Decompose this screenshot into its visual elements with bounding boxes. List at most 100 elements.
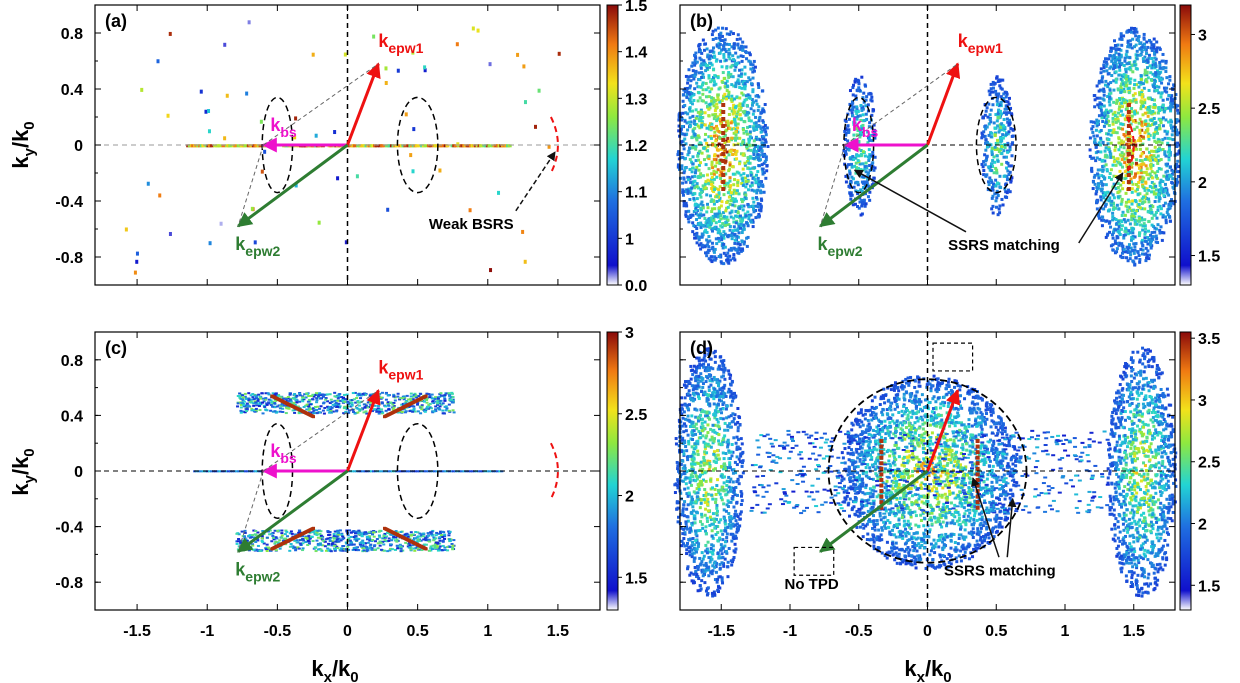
heatmap-cell: [274, 392, 278, 395]
heatmap-cell: [867, 158, 871, 162]
heatmap-cell: [763, 123, 767, 127]
heatmap-cell: [738, 214, 742, 218]
heatmap-cell: [1109, 177, 1113, 181]
heatmap-cell: [998, 174, 1002, 178]
heatmap-cell: [709, 219, 713, 223]
heatmap-cell: [317, 220, 321, 225]
heatmap-cell: [1166, 150, 1170, 154]
heatmap-cell: [721, 110, 726, 114]
heatmap-cell: [685, 95, 689, 99]
heatmap-cell: [243, 411, 247, 414]
heatmap-cell: [1146, 45, 1150, 49]
heatmap-cell: [1119, 163, 1123, 167]
heatmap-cell: [757, 212, 761, 216]
heatmap-cell: [682, 171, 686, 175]
heatmap-cell: [1112, 160, 1116, 164]
heatmap-cell: [868, 164, 872, 168]
heatmap-cell: [1134, 200, 1138, 204]
heatmap-cell: [746, 125, 750, 129]
heatmap-cell: [1134, 158, 1138, 162]
heatmap-cell: [1152, 154, 1156, 158]
heatmap-cell: [748, 125, 752, 129]
heatmap-cell: [1122, 73, 1126, 77]
heatmap-cell: [1005, 174, 1009, 178]
heatmap-cell: [342, 396, 346, 399]
heatmap-cell: [722, 94, 726, 98]
heatmap-cell: [732, 103, 736, 107]
heatmap-cell: [1137, 85, 1141, 89]
heatmap-cell: [857, 140, 861, 144]
heatmap-cell: [679, 129, 683, 133]
heatmap-cell: [722, 230, 726, 234]
heatmap-cell: [1151, 63, 1155, 67]
heatmap-cell: [764, 158, 768, 162]
heatmap-cell: [346, 144, 351, 148]
heatmap-cell: [1165, 86, 1169, 90]
heatmap-cell: [1154, 188, 1158, 192]
heatmap-cell: [765, 164, 769, 168]
heatmap-cell: [711, 96, 715, 100]
heatmap-cell: [703, 48, 707, 52]
heatmap-cell: [752, 189, 756, 193]
heatmap-cell: [1147, 88, 1151, 92]
heatmap-cell: [1151, 60, 1155, 64]
heatmap-cell: [1119, 90, 1123, 94]
heatmap-cell: [1106, 114, 1110, 118]
heatmap-cell: [1115, 101, 1119, 105]
heatmap-cell: [1159, 66, 1163, 70]
heatmap-cell: [717, 239, 721, 243]
heatmap-cell: [281, 407, 285, 410]
heatmap-cell: [703, 185, 707, 189]
heatmap-cell: [386, 394, 390, 397]
heatmap-cell: [747, 205, 751, 209]
heatmap-cell: [1134, 27, 1138, 31]
heatmap-cell: [345, 393, 349, 396]
heatmap-cell: [714, 139, 718, 143]
heatmap-cell: [405, 399, 409, 402]
heatmap-cell: [697, 85, 701, 89]
heatmap-cell: [712, 134, 716, 138]
heatmap-cell: [1174, 128, 1178, 132]
k-bs-label: kbs: [852, 115, 879, 140]
heatmap-cell: [745, 57, 749, 61]
heatmap-cell: [360, 407, 364, 410]
heatmap-cell: [854, 181, 858, 185]
heatmap-cell: [1130, 170, 1134, 174]
heatmap-cell: [1176, 164, 1180, 168]
heatmap-cell: [416, 410, 420, 413]
heatmap-cell: [1008, 111, 1012, 115]
heatmap-cell: [1093, 138, 1097, 142]
heatmap-cell: [738, 162, 742, 166]
heatmap-cell: [725, 42, 729, 46]
heatmap-cell: [726, 181, 730, 185]
heatmap-cell: [689, 95, 693, 99]
heatmap-cell: [146, 181, 150, 186]
heatmap-cell: [1111, 207, 1115, 211]
heatmap-cell: [380, 402, 384, 405]
heatmap-cell: [715, 200, 719, 204]
heatmap-cell: [1130, 215, 1134, 219]
heatmap-cell: [423, 68, 427, 73]
heatmap-cell: [752, 200, 756, 204]
heatmap-cell: [1129, 138, 1133, 142]
heatmap-cell: [168, 231, 172, 236]
heatmap-cell: [1128, 257, 1132, 261]
heatmap-cell: [337, 395, 341, 398]
heatmap-cell: [1147, 200, 1151, 204]
heatmap-cell: [1108, 53, 1112, 57]
heatmap-cell: [312, 409, 316, 412]
heatmap-cell: [745, 244, 749, 248]
heatmap-cell: [710, 99, 714, 103]
heatmap-cell: [1140, 197, 1144, 201]
heatmap-cell: [329, 398, 333, 401]
heatmap-cell: [698, 119, 702, 123]
heatmap-cell: [687, 220, 691, 224]
heatmap-cell: [995, 189, 999, 193]
heatmap-cell: [1125, 130, 1129, 134]
heatmap-cell: [447, 409, 451, 412]
heatmap-cell: [1163, 201, 1167, 205]
heatmap-cell: [1007, 118, 1011, 122]
heatmap-cell: [703, 245, 707, 249]
heatmap-cell: [378, 410, 382, 413]
